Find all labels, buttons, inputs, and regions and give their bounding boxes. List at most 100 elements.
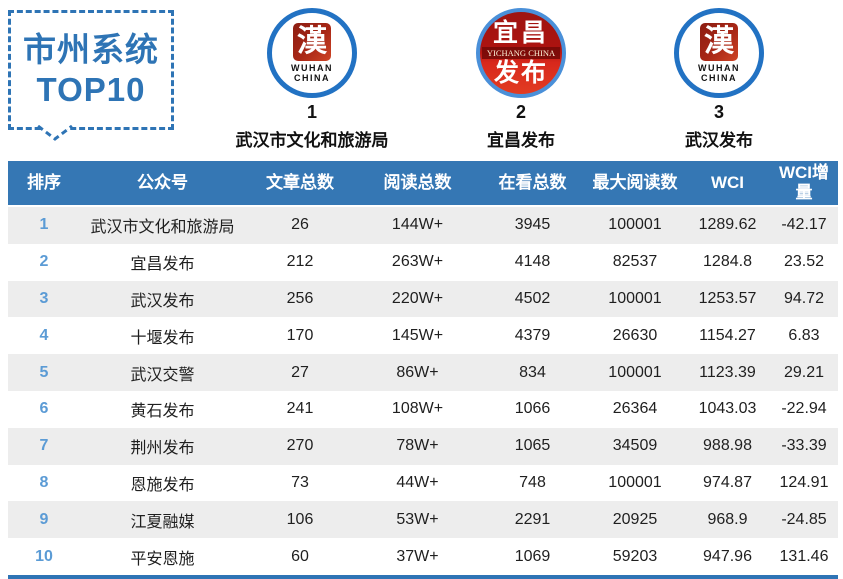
cell-articles: 73 xyxy=(291,473,309,491)
cell-wci: 1253.57 xyxy=(698,289,757,307)
cell-rank: 8 xyxy=(39,473,49,491)
cell-articles: 256 xyxy=(286,289,314,307)
cell-rank: 3 xyxy=(39,289,49,307)
cell-reads: 263W+ xyxy=(391,253,444,271)
cell-reads: 53W+ xyxy=(396,510,439,528)
cell-max-reads: 26364 xyxy=(612,400,658,418)
logo-caption: WUHAN CHINA xyxy=(291,63,333,84)
cell-articles: 241 xyxy=(286,400,314,418)
cell-views: 3945 xyxy=(514,216,551,234)
table-row: 5 武汉交警 27 86W+ 834 100001 1123.39 29.21 xyxy=(8,354,838,391)
yichang-fabu-logo: 宜昌 YICHANG CHINA 发布 xyxy=(476,8,566,98)
cell-articles: 27 xyxy=(291,363,309,381)
bottom-accent-bar xyxy=(8,575,838,579)
cell-views: 1065 xyxy=(514,437,551,455)
cell-account: 武汉交警 xyxy=(130,366,195,384)
cell-account: 恩施发布 xyxy=(130,476,195,494)
logo-caption-line2: CHINA xyxy=(701,73,737,83)
logo-caption-line1: WUHAN xyxy=(291,62,333,73)
cell-wci: 968.9 xyxy=(707,510,748,528)
cell-account: 黄石发布 xyxy=(130,403,195,421)
header-wci-delta: WCI增量 xyxy=(770,163,838,202)
logo-text-bottom: 发布 xyxy=(493,59,548,87)
badge-title-line2: TOP10 xyxy=(36,71,146,108)
podium-rank-3: 3 xyxy=(713,102,724,122)
table-row: 2 宜昌发布 212 263W+ 4148 82537 1284.8 23.52 xyxy=(8,243,838,281)
cell-max-reads: 100001 xyxy=(608,216,662,234)
badge-tail-icon xyxy=(37,125,73,141)
cell-account: 宜昌发布 xyxy=(130,256,195,274)
cell-account: 武汉市文化和旅游局 xyxy=(90,219,235,237)
cell-reads: 37W+ xyxy=(396,547,439,565)
cell-max-reads: 59203 xyxy=(612,547,658,565)
cell-wci: 1123.39 xyxy=(699,363,756,381)
cell-wci: 947.96 xyxy=(703,547,752,565)
cell-wci: 1289.62 xyxy=(698,216,757,234)
cell-articles: 270 xyxy=(286,437,314,455)
cell-views: 4148 xyxy=(514,253,551,271)
cell-max-reads: 100001 xyxy=(608,473,662,491)
cell-account: 武汉发布 xyxy=(130,292,195,310)
table-row: 4 十堰发布 170 145W+ 4379 26630 1154.27 6.83 xyxy=(8,317,838,355)
cell-rank: 5 xyxy=(39,363,49,381)
table-row: 9 江夏融媒 106 53W+ 2291 20925 968.9 -24.85 xyxy=(8,501,838,539)
header-account: 公众号 xyxy=(137,173,188,193)
cell-views: 2291 xyxy=(514,510,551,528)
cell-views: 1066 xyxy=(514,400,551,418)
wuhan-fabu-logo: 漢 WUHAN CHINA xyxy=(674,8,764,98)
header-max-reads: 最大阅读数 xyxy=(592,173,678,193)
cell-rank: 6 xyxy=(39,400,49,418)
cell-views: 4502 xyxy=(514,289,551,307)
cell-articles: 170 xyxy=(286,326,314,344)
cell-wci-delta: -22.94 xyxy=(781,400,827,418)
cell-wci: 974.87 xyxy=(703,473,752,491)
cell-reads: 220W+ xyxy=(391,289,444,307)
cell-wci: 1284.8 xyxy=(703,253,752,271)
han-seal-icon: 漢 xyxy=(700,22,738,61)
cell-articles: 212 xyxy=(286,253,314,271)
cell-views: 1069 xyxy=(514,547,551,565)
podium-name-2: 宜昌发布 xyxy=(487,130,555,150)
han-seal-icon: 漢 xyxy=(293,22,331,61)
cell-views: 4379 xyxy=(514,326,551,344)
cell-rank: 10 xyxy=(35,547,53,565)
cell-reads: 108W+ xyxy=(391,400,444,418)
cell-wci-delta: -33.39 xyxy=(781,437,827,455)
table-body: 1 武汉市文化和旅游局 26 144W+ 3945 100001 1289.62… xyxy=(8,207,838,575)
podium-rank-2: 2 xyxy=(515,102,526,122)
table-row: 8 恩施发布 73 44W+ 748 100001 974.87 124.91 xyxy=(8,464,838,502)
logo-text-band: YICHANG CHINA xyxy=(481,47,561,59)
title-badge: 市州系统 TOP10 xyxy=(8,10,174,141)
cell-max-reads: 100001 xyxy=(608,289,662,307)
cell-max-reads: 34509 xyxy=(612,437,658,455)
logo-caption-line1: WUHAN xyxy=(698,62,740,73)
cell-wci-delta: 29.21 xyxy=(783,363,825,381)
podium-name-1: 武汉市文化和旅游局 xyxy=(235,130,389,150)
header-articles: 文章总数 xyxy=(266,173,334,193)
table-row: 10 平安恩施 60 37W+ 1069 59203 947.96 131.46 xyxy=(8,538,838,575)
cell-max-reads: 100001 xyxy=(608,363,662,381)
podium-name-3: 武汉发布 xyxy=(685,130,753,150)
wuhan-culture-tourism-logo: 漢 WUHAN CHINA xyxy=(267,8,357,98)
podium-rank-1: 1 xyxy=(306,102,317,122)
cell-rank: 9 xyxy=(39,510,49,528)
cell-rank: 4 xyxy=(39,326,49,344)
cell-reads: 44W+ xyxy=(396,473,439,491)
cell-reads: 144W+ xyxy=(391,216,444,234)
ranking-table: 排序 公众号 文章总数 阅读总数 在看总数 最大阅读数 WCI WCI增量 1 … xyxy=(8,161,838,575)
logo-text-top: 宜昌 xyxy=(492,18,549,47)
cell-wci-delta: -42.17 xyxy=(781,216,827,234)
cell-rank: 1 xyxy=(39,216,49,234)
table-header-row: 排序 公众号 文章总数 阅读总数 在看总数 最大阅读数 WCI WCI增量 xyxy=(8,161,838,205)
cell-wci-delta: 94.72 xyxy=(783,289,825,307)
header-wci-delta-label: WCI增量 xyxy=(778,163,830,202)
cell-account: 江夏融媒 xyxy=(130,513,195,531)
table-row: 1 武汉市文化和旅游局 26 144W+ 3945 100001 1289.62… xyxy=(8,207,838,244)
cell-wci-delta: 23.52 xyxy=(783,253,825,271)
cell-views: 834 xyxy=(519,363,546,381)
cell-rank: 2 xyxy=(39,253,49,271)
table-row: 6 黄石发布 241 108W+ 1066 26364 1043.03 -22.… xyxy=(8,390,838,428)
cell-wci-delta: -24.85 xyxy=(781,510,827,528)
table-row: 7 荆州发布 270 78W+ 1065 34509 988.98 -33.39 xyxy=(8,427,838,465)
